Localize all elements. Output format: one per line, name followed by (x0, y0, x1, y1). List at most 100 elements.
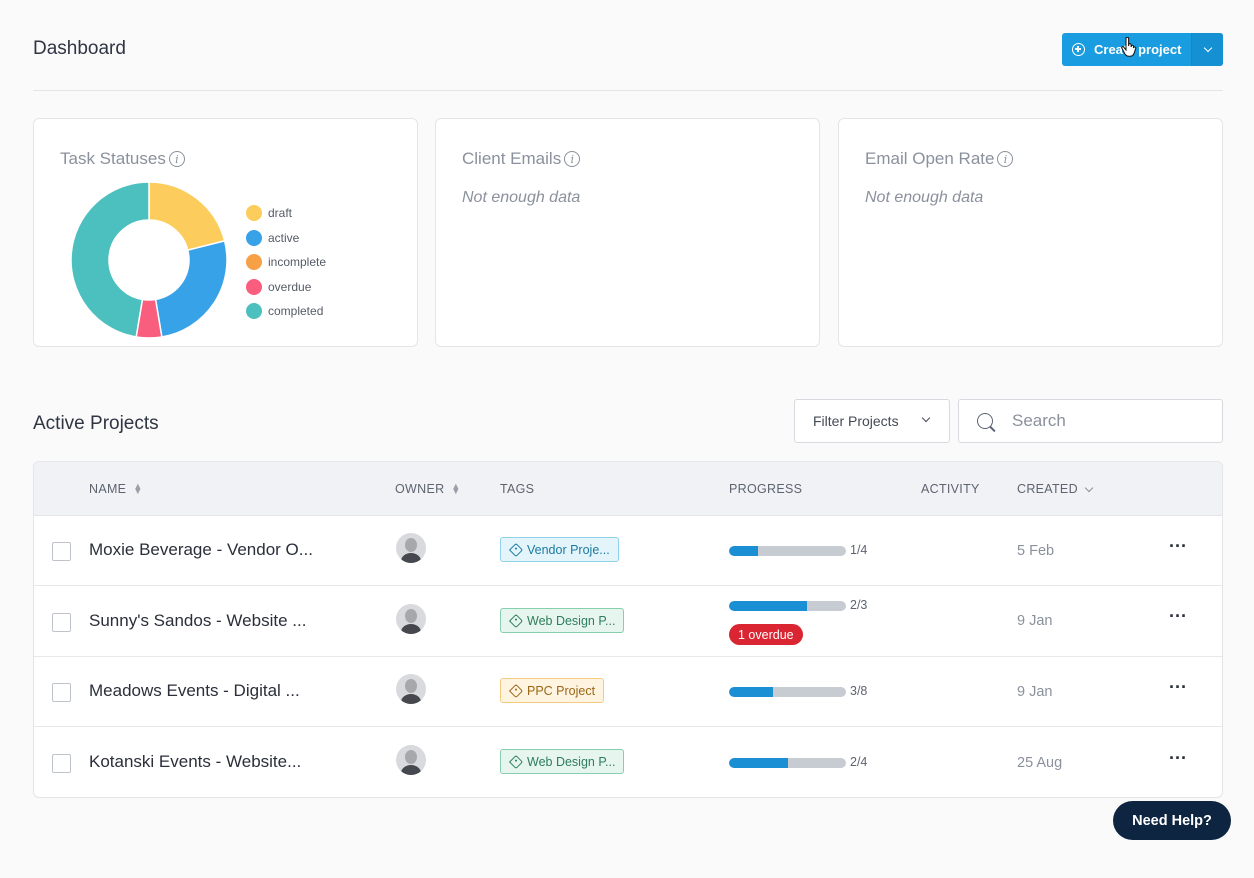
search-input[interactable] (1012, 411, 1212, 431)
project-tag[interactable]: PPC Project (500, 678, 605, 703)
info-icon[interactable]: i (997, 151, 1014, 167)
row-checkbox[interactable] (52, 683, 71, 702)
legend-item-completed[interactable]: completed (246, 299, 326, 324)
projects-table: NAME ▲ ▼ OWNER ▲ ▼ TAGS PROGRESS ACTIVITY … (33, 461, 1223, 798)
progress-bar (729, 601, 846, 611)
tag-icon (508, 754, 524, 769)
project-name[interactable]: Moxie Beverage - Vendor O... (89, 540, 313, 559)
filter-projects-label: Filter Projects (813, 413, 899, 429)
progress-label: 2/4 (850, 755, 868, 769)
divider (33, 90, 1223, 91)
chart-legend: draft active incomplete overdue completed (246, 201, 326, 324)
legend-label: overdue (268, 279, 312, 294)
legend-item-active[interactable]: active (246, 226, 326, 251)
card-title: Task Statuses i (60, 149, 185, 169)
column-owner[interactable]: OWNER ▲ ▼ (395, 481, 461, 497)
project-name[interactable]: Kotanski Events - Website... (89, 752, 302, 771)
plus-circle-icon (1072, 43, 1085, 56)
card-title: Client Emails i (462, 149, 581, 169)
chevron-down-icon (1084, 483, 1094, 492)
create-project-main[interactable]: Create project (1062, 33, 1191, 66)
task-statuses-card: Task Statuses i draft active incomplete ove… (33, 118, 418, 347)
avatar[interactable] (396, 674, 426, 704)
legend-dot (246, 303, 262, 320)
column-progress: PROGRESS (729, 482, 802, 496)
project-tag[interactable]: Vendor Proje... (500, 537, 619, 562)
tag-label: Vendor Proje... (527, 542, 610, 557)
column-label: ACTIVITY (921, 482, 980, 496)
progress-bar (729, 546, 846, 556)
client-emails-card: Client Emails i Not enough data (435, 118, 820, 347)
more-options-icon[interactable]: ··· (1169, 536, 1187, 556)
column-created[interactable]: CREATED (1017, 482, 1094, 496)
row-checkbox[interactable] (52, 754, 71, 773)
project-name[interactable]: Sunny's Sandos - Website ... (89, 611, 307, 630)
project-tag[interactable]: Web Design P... (500, 749, 625, 774)
need-help-button[interactable]: Need Help? (1113, 801, 1231, 840)
table-row[interactable]: Moxie Beverage - Vendor O... Vendor Proj… (34, 516, 1222, 586)
legend-label: incomplete (268, 255, 327, 270)
donut-slice-active[interactable] (154, 239, 228, 338)
tag-icon (508, 542, 524, 557)
avatar[interactable] (396, 533, 426, 563)
tag-icon (508, 683, 524, 698)
card-title-text: Task Statuses (60, 149, 166, 168)
legend-label: active (268, 230, 300, 245)
created-date: 25 Aug (1017, 755, 1063, 771)
project-tag[interactable]: Web Design P... (500, 608, 625, 633)
legend-item-draft[interactable]: draft (246, 201, 326, 226)
progress-fill (729, 758, 788, 768)
active-projects-title: Active Projects (33, 413, 159, 434)
card-title-text: Email Open Rate (865, 149, 995, 168)
column-label: CREATED (1017, 482, 1078, 496)
column-activity: ACTIVITY (921, 482, 980, 496)
table-row[interactable]: Meadows Events - Digital ... PPC Project… (34, 657, 1222, 727)
page-title: Dashboard (33, 38, 126, 59)
progress-fill (729, 687, 773, 697)
tag-label: PPC Project (527, 683, 596, 698)
progress-label: 3/8 (850, 684, 868, 698)
progress-bar (729, 687, 846, 697)
row-checkbox[interactable] (52, 542, 71, 561)
created-date: 9 Jan (1017, 684, 1053, 700)
progress-label: 2/3 (850, 598, 868, 612)
tag-label: Web Design P... (527, 613, 616, 628)
legend-dot (246, 254, 262, 271)
hand-cursor-icon (1121, 37, 1137, 57)
info-icon[interactable]: i (168, 151, 185, 167)
legend-dot (246, 278, 262, 295)
overdue-badge: 1 overdue (729, 624, 803, 645)
table-row[interactable]: Sunny's Sandos - Website ... Web Design … (34, 586, 1222, 657)
column-name[interactable]: NAME ▲ ▼ (89, 481, 143, 497)
legend-dot (246, 229, 262, 246)
sort-icon: ▲ ▼ (451, 481, 461, 496)
info-icon[interactable]: i (564, 151, 581, 167)
donut-slice-completed[interactable] (70, 181, 150, 338)
filter-projects-button[interactable]: Filter Projects (794, 399, 950, 443)
progress-bar (729, 758, 846, 768)
avatar[interactable] (396, 745, 426, 775)
create-project-dropdown[interactable] (1191, 33, 1223, 66)
avatar[interactable] (396, 604, 426, 634)
created-date: 9 Jan (1017, 613, 1053, 629)
task-status-donut-chart (70, 181, 228, 339)
column-label: PROGRESS (729, 482, 803, 496)
card-title: Email Open Rate i (865, 149, 1014, 169)
more-options-icon[interactable]: ··· (1169, 677, 1187, 697)
search-box[interactable] (958, 399, 1223, 443)
progress-fill (729, 546, 759, 556)
create-project-button[interactable]: Create project (1062, 33, 1223, 66)
chevron-down-icon (1203, 43, 1212, 53)
project-name[interactable]: Meadows Events - Digital ... (89, 681, 300, 700)
sort-icon: ▲ ▼ (133, 481, 143, 496)
donut-slice-draft[interactable] (148, 181, 226, 252)
table-row[interactable]: Kotanski Events - Website... Web Design … (34, 727, 1222, 797)
more-options-icon[interactable]: ··· (1169, 606, 1187, 626)
legend-item-incomplete[interactable]: incomplete (246, 250, 326, 275)
more-options-icon[interactable]: ··· (1169, 748, 1187, 768)
row-checkbox[interactable] (52, 613, 71, 632)
legend-item-overdue[interactable]: overdue (246, 275, 326, 300)
legend-label: completed (268, 304, 324, 319)
tag-icon (508, 613, 524, 628)
column-label: TAGS (500, 482, 535, 496)
